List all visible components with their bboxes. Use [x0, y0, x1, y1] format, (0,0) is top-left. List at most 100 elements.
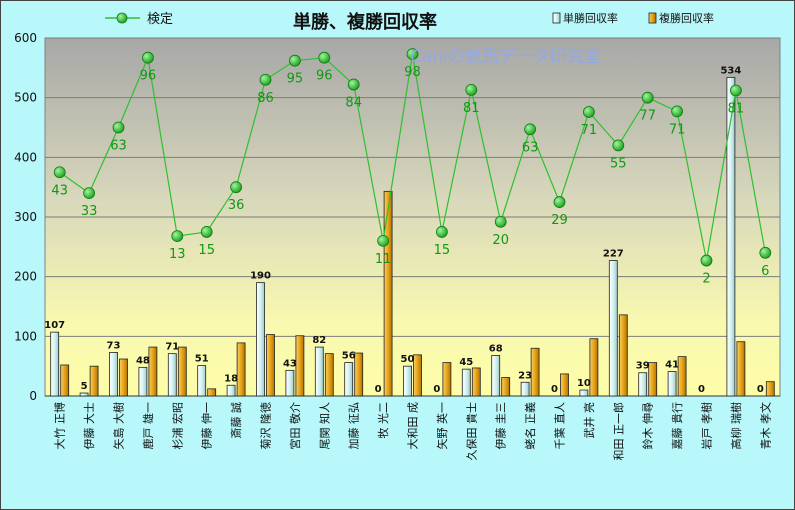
kentei-label: 71 — [581, 123, 598, 138]
kentei-label: 95 — [287, 72, 304, 87]
legend-dot-swatch — [116, 12, 128, 24]
x-tick-label: 伊藤 圭三 — [495, 402, 508, 450]
kentei-point — [612, 139, 625, 152]
bar-value-label: 0 — [551, 384, 558, 395]
bar-value-label: 73 — [107, 340, 121, 351]
bar-value-label: 0 — [757, 384, 764, 395]
bar-value-label: 190 — [250, 271, 271, 282]
bar-tansho — [579, 389, 589, 397]
legend: 検定 単勝回収率 複勝回収率 — [105, 11, 714, 27]
legend-label-tansho: 単勝回収率 — [563, 11, 618, 25]
kentei-point — [524, 123, 536, 136]
bar-fukusho — [677, 356, 687, 397]
legend-swatch-tansho — [552, 12, 561, 24]
x-tick-label: 嘉藤 貴行 — [670, 402, 684, 450]
x-tick-label: 蛯名 正義 — [523, 402, 537, 450]
kentei-point — [377, 234, 390, 247]
kentei-point — [318, 51, 331, 64]
bar-fukusho — [442, 362, 452, 397]
kentei-point — [53, 166, 66, 179]
kentei-label: 36 — [228, 198, 245, 213]
legend-label-kentei: 検定 — [147, 12, 173, 27]
kentei-point — [171, 230, 184, 242]
kentei-point — [700, 254, 713, 267]
bar-tansho — [344, 362, 354, 397]
bar-fukusho — [266, 334, 275, 397]
bar-fukusho — [119, 358, 128, 397]
bar-fukusho — [60, 364, 70, 397]
bar-fukusho — [560, 373, 569, 397]
bar-fukusho — [324, 353, 334, 397]
bar-fukusho — [471, 367, 481, 397]
kentei-point — [553, 196, 566, 208]
bar-value-label: 5 — [81, 381, 88, 392]
x-tick-label: 鈴木 伸尋 — [641, 402, 655, 450]
bar-tansho — [638, 372, 648, 397]
kentei-label: 96 — [316, 69, 333, 84]
bar-value-label: 50 — [401, 354, 415, 365]
x-tick-label: 岩戸 孝樹 — [700, 402, 714, 450]
x-tick-label: 杉浦 宏昭 — [170, 402, 184, 450]
bar-fukusho — [295, 335, 305, 397]
bar-fukusho — [177, 346, 187, 397]
x-axis-labels: 大竹 正博 伊藤 大士 矢島 大樹 鹿戸 雄一 杉浦 宏昭 伊藤 伸一 斎藤 誠 菊沢 隆徳 宮… — [53, 402, 773, 461]
bar-fukusho — [207, 388, 217, 397]
bar-tansho — [79, 392, 89, 397]
x-tick-label: 菊沢 隆徳 — [259, 402, 273, 450]
x-tick-label: 伊藤 大士 — [82, 402, 96, 450]
bar-tansho — [197, 365, 207, 397]
kentei-point — [83, 187, 95, 200]
kentei-label: 43 — [51, 183, 68, 198]
line-series: 43 33 63 96 13 15 36 86 95 96 84 11 98 15 81 20 63 29 71 55… — [51, 48, 772, 287]
y-axis: 0 100 200 300 400 500 600 — [14, 31, 37, 403]
bar-fukusho — [530, 347, 540, 397]
legend-label-fukusho: 複勝回収率 — [659, 11, 714, 25]
bar-value-label: 56 — [342, 351, 356, 362]
bar-value-label: 534 — [720, 65, 741, 76]
x-tick-label: 伊藤 伸一 — [201, 402, 214, 450]
x-tick-label: 和田 正一郎 — [611, 402, 625, 461]
bar-tansho — [726, 76, 736, 397]
kentei-point — [141, 51, 154, 64]
bar-value-label: 39 — [636, 361, 650, 372]
kentei-point — [200, 226, 213, 238]
kentei-label: 2 — [702, 272, 710, 287]
bar-tansho — [256, 282, 265, 397]
kentei-label: 63 — [522, 140, 539, 155]
bar-tansho — [50, 331, 60, 397]
bar-tansho — [461, 368, 471, 397]
y-tick-label: 300 — [14, 210, 37, 224]
kentei-label: 63 — [110, 139, 127, 154]
bar-value-label: 41 — [665, 360, 679, 371]
kentei-label: 11 — [375, 252, 392, 267]
x-tick-label: 加藤 征弘 — [348, 402, 361, 450]
y-tick-label: 100 — [14, 329, 37, 343]
kentei-point — [288, 54, 301, 67]
kentei-label: 84 — [345, 96, 362, 111]
bar-value-labels: 107 5 73 48 71 51 18 190 43 82 56 0 50 0 45 68 23 0 10 227 3… — [44, 65, 764, 395]
kentei-label: 33 — [81, 204, 98, 219]
bar-value-label: 18 — [224, 373, 238, 384]
bar-fukusho — [765, 381, 775, 397]
bar-tansho — [491, 355, 501, 397]
bar-value-label: 0 — [698, 384, 705, 395]
kentei-label: 55 — [610, 156, 627, 171]
bar-value-label: 71 — [165, 342, 179, 353]
bar-fukusho — [89, 365, 99, 397]
watermark: Caniの競馬データ研究室 — [410, 46, 601, 67]
bar-value-label: 45 — [459, 357, 473, 368]
kentei-point — [259, 73, 272, 86]
x-tick-label: 斎藤 誠 — [229, 402, 243, 439]
x-tick-label: 牧 光二 — [376, 402, 390, 439]
bar-tansho — [403, 365, 412, 397]
bar-value-label: 48 — [136, 355, 150, 366]
x-tick-label: 大竹 正博 — [53, 402, 67, 450]
bar-fukusho — [736, 341, 746, 397]
bar-tansho — [109, 352, 118, 397]
x-tick-label: 鹿戸 雄一 — [141, 402, 155, 450]
bar-tansho — [608, 260, 618, 397]
kentei-point — [671, 105, 683, 118]
kentei-label: 96 — [140, 69, 157, 84]
kentei-point — [347, 78, 360, 91]
